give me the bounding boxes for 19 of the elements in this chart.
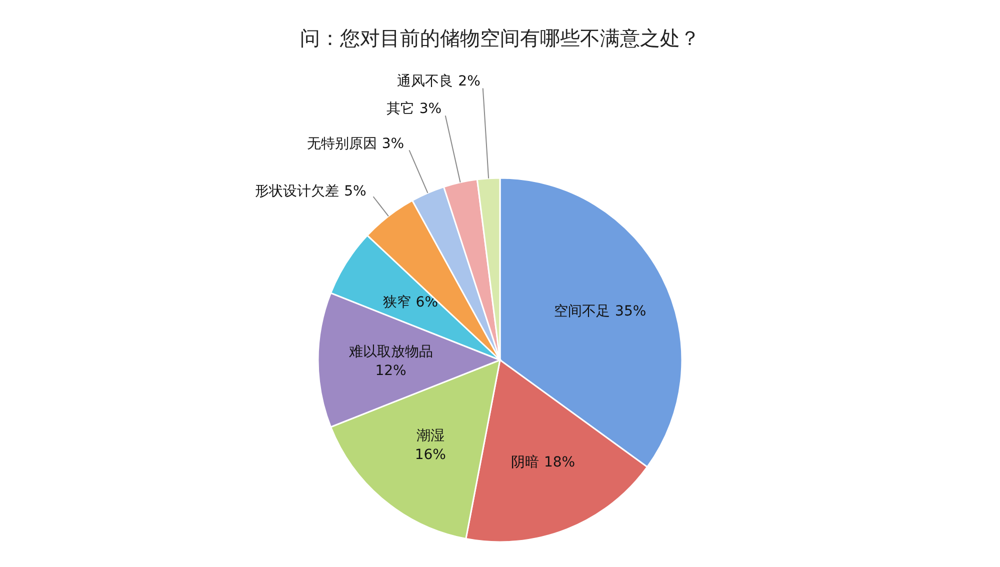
data-label: 6% [416, 294, 438, 310]
data-label: 35% [615, 303, 646, 320]
slice-label: 潮湿 [416, 428, 444, 444]
slice-label: 阴暗 [510, 454, 539, 471]
data-label: 12% [375, 363, 406, 379]
data-label: 2% [458, 73, 480, 90]
data-label: 16% [414, 447, 446, 464]
data-label: 18% [544, 454, 576, 471]
slice-label: 空间不足 [554, 303, 610, 320]
slice-label: 难以取放物品 [348, 344, 433, 360]
data-label: 5% [344, 183, 366, 200]
slice-label: 形状设计欠差 [255, 183, 340, 200]
slice-label: 通风不良 [397, 73, 454, 90]
slice-label: 狭窄 [382, 294, 411, 310]
slice-label: 无特别原因 [306, 136, 377, 152]
chart-title: 问：您对目前的储物空间有哪些不满意之处？ [300, 26, 700, 50]
slice-label: 其它 [386, 100, 414, 117]
data-label: 3% [382, 136, 404, 152]
data-label: 3% [419, 100, 442, 117]
